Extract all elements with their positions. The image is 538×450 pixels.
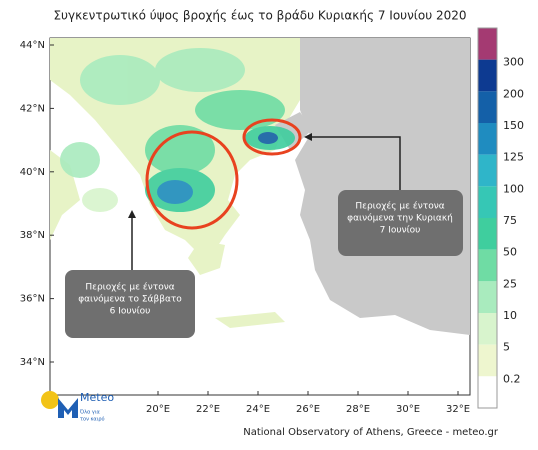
colorbar-label: 200	[503, 87, 524, 100]
highlight	[242, 118, 302, 156]
colorbar-label: 5	[503, 341, 510, 354]
callout-text: φαινόμενα την Κυριακή	[347, 213, 453, 224]
callout-box	[65, 270, 195, 338]
colorbar-swatch	[478, 123, 497, 155]
lon-label: 32°E	[446, 404, 470, 415]
colorbar-label: 25	[503, 277, 517, 290]
arrowhead	[304, 133, 312, 141]
logo-tagline: τον καιρό	[80, 416, 105, 423]
callout-text: 6 Ιουνίου	[110, 307, 151, 317]
colorbar-swatch	[478, 59, 497, 92]
colorbar-label: 50	[503, 246, 517, 259]
land	[50, 150, 80, 240]
masked-land	[295, 38, 470, 335]
callout-text: Περιοχές με έντονα	[355, 201, 444, 212]
arrowhead	[128, 210, 136, 218]
colorbar-label: 300	[503, 56, 524, 69]
colorbar-swatch	[478, 313, 497, 345]
lon-label: 30°E	[396, 404, 420, 415]
callout-text: φαινόμενα το Σάββατο	[78, 294, 182, 305]
colorbar-label: 100	[503, 182, 524, 195]
map	[49, 37, 471, 396]
colorbar-label: 150	[503, 119, 524, 132]
callout-box	[338, 190, 463, 256]
colorbar-swatch	[478, 376, 497, 408]
colorbar-label: 10	[503, 309, 517, 322]
title: Συγκεντρωτικό ύψος βροχής έως το βράδυ Κ…	[53, 9, 466, 23]
lat-label: 42°N	[20, 103, 45, 114]
logo-name: Meteo	[80, 391, 114, 404]
lon-label: 20°E	[146, 404, 170, 415]
colorbar-swatch	[478, 281, 497, 313]
lat-label: 44°N	[20, 40, 45, 51]
colorbar-swatch	[478, 249, 497, 282]
colorbar: 300 200 150 125 100 75 50 25 10 5 0.2	[477, 27, 524, 409]
lon-label: 24°E	[246, 404, 270, 415]
colorbar-frame	[477, 27, 498, 409]
callout-text: Περιοχές με έντονα	[85, 282, 174, 293]
colorbar-swatch	[478, 218, 497, 250]
lat-label: 34°N	[20, 357, 45, 368]
callout-text: 7 Ιουνίου	[380, 226, 421, 236]
colorbar-swatch	[478, 186, 497, 218]
lat-label: 40°N	[20, 167, 45, 178]
land	[188, 240, 225, 275]
colorbar-swatch	[478, 344, 497, 377]
lat-label: 36°N	[20, 294, 45, 305]
colorbar-swatch	[478, 154, 497, 187]
colorbar-label: 125	[503, 151, 524, 164]
credit: National Observatory of Athens, Greece -…	[243, 427, 499, 438]
lat-label: 38°N	[20, 230, 45, 241]
logo: Meteo Όλα για τον καιρό	[41, 391, 114, 423]
colorbar-swatch	[478, 28, 497, 60]
highlight	[145, 130, 239, 230]
lon-label: 26°E	[296, 404, 320, 415]
lon-label: 28°E	[346, 404, 370, 415]
colorbar-label: 75	[503, 214, 517, 227]
lon-label: 22°E	[196, 404, 220, 415]
island	[215, 312, 285, 328]
arrow	[308, 136, 401, 190]
logo-tagline: Όλα για	[79, 409, 101, 416]
colorbar-swatch	[478, 91, 497, 123]
colorbar-label: 0.2	[503, 372, 521, 385]
